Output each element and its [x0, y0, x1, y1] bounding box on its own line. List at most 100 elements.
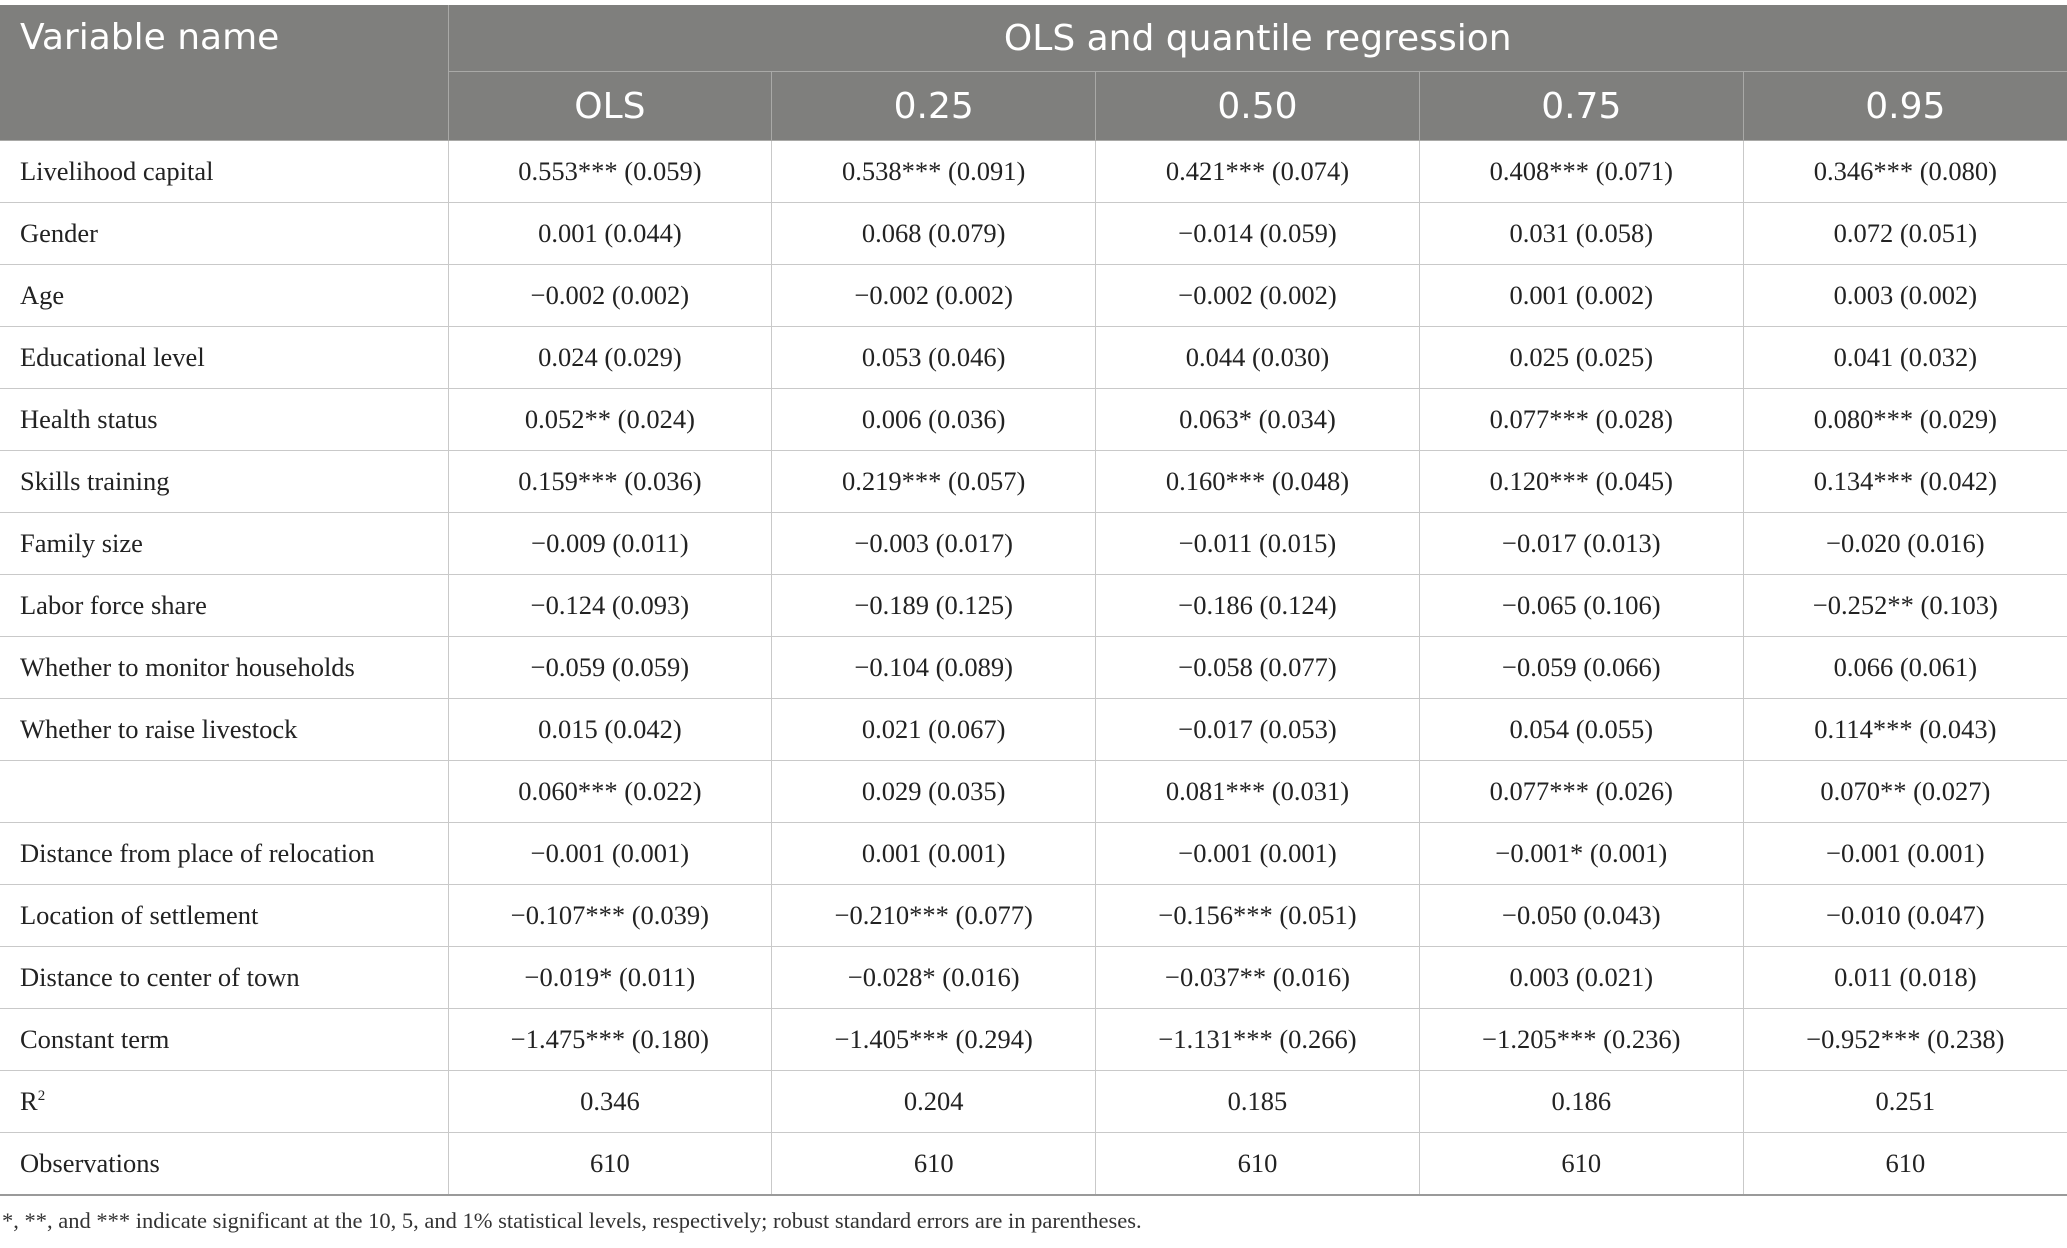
value-cell: 0.060*** (0.022): [448, 760, 773, 823]
column-header-ols: OLS: [448, 71, 773, 141]
variable-name: Constant term: [20, 1024, 170, 1054]
table-row: Skills training 0.159*** (0.036) 0.219*** …: [0, 450, 2067, 513]
variable-name-cell: Labor force share: [0, 574, 449, 637]
variable-name-cell: Gender: [0, 202, 449, 265]
table-row: Observations 610 610 610 610 610: [0, 1132, 2067, 1196]
value-cell: 0.003 (0.021): [1419, 946, 1744, 1009]
value-cell: −0.002 (0.002): [1095, 264, 1420, 327]
table-row: R2 0.346 0.204 0.185 0.186 0.251: [0, 1070, 2067, 1133]
table-row: Health status 0.052** (0.024) 0.006 (0.036…: [0, 388, 2067, 451]
table-row: Gender 0.001 (0.044) 0.068 (0.079) −0.014 (…: [0, 202, 2067, 265]
variable-name-cell: Health status: [0, 388, 449, 451]
variable-name-cell: Distance to center of town: [0, 946, 449, 1009]
value-cell: −0.037** (0.016): [1095, 946, 1420, 1009]
value-cell: −1.475*** (0.180): [448, 1008, 773, 1071]
table-row: Livelihood capital 0.553*** (0.059) 0.538*…: [0, 140, 2067, 203]
variable-name: Labor force share: [20, 590, 207, 620]
value-cell: 0.070** (0.027): [1743, 760, 2067, 823]
value-cell: 0.080*** (0.029): [1743, 388, 2067, 451]
value-cell: 0.001 (0.001): [771, 822, 1097, 885]
table-row: Labor force share −0.124 (0.093) −0.189 (0…: [0, 574, 2067, 637]
column-header-q050: 0.50: [1095, 71, 1420, 141]
table-footnote: *, **, and *** indicate significant at t…: [2, 1208, 1142, 1233]
variable-name-cell: Distance from place of relocation: [0, 822, 449, 885]
variable-name: Distance from place of relocation: [20, 838, 375, 868]
column-header-q075: 0.75: [1419, 71, 1744, 141]
column-header-q025: 0.25: [771, 71, 1097, 141]
value-cell: 0.077*** (0.028): [1419, 388, 1744, 451]
variable-name: Age: [20, 280, 65, 310]
header-row-group: Variable name OLS and quantile regressio…: [0, 5, 2067, 141]
group-header: OLS and quantile regression: [448, 5, 2067, 72]
value-cell: 0.072 (0.051): [1743, 202, 2067, 265]
value-cell: −0.050 (0.043): [1419, 884, 1744, 947]
variable-name: Whether to raise livestock: [20, 714, 298, 744]
value-cell: 0.029 (0.035): [771, 760, 1097, 823]
value-cell: 0.134*** (0.042): [1743, 450, 2067, 513]
variable-name: Observations: [20, 1148, 160, 1178]
value-cell: 0.044 (0.030): [1095, 326, 1420, 389]
value-cell: 0.003 (0.002): [1743, 264, 2067, 327]
value-cell: 0.053 (0.046): [771, 326, 1097, 389]
value-cell: 610: [1743, 1132, 2067, 1196]
value-cell: −0.186 (0.124): [1095, 574, 1420, 637]
variable-name-cell: Age: [0, 264, 449, 327]
value-cell: 0.408*** (0.071): [1419, 140, 1744, 203]
value-cell: −0.001 (0.001): [448, 822, 773, 885]
table-row: Family size −0.009 (0.011) −0.003 (0.017) −…: [0, 512, 2067, 575]
value-cell: 0.159*** (0.036): [448, 450, 773, 513]
value-cell: 0.001 (0.044): [448, 202, 773, 265]
value-cell: 0.054 (0.055): [1419, 698, 1744, 761]
value-cell: −0.017 (0.053): [1095, 698, 1420, 761]
variable-name: R: [20, 1086, 38, 1116]
value-cell: 0.066 (0.061): [1743, 636, 2067, 699]
value-cell: 0.081*** (0.031): [1095, 760, 1420, 823]
table-row: Distance from place of relocation −0.001 …: [0, 822, 2067, 885]
value-cell: −0.124 (0.093): [448, 574, 773, 637]
value-cell: 0.186: [1419, 1070, 1744, 1133]
value-cell: 0.024 (0.029): [448, 326, 773, 389]
table-body: Livelihood capital 0.553*** (0.059) 0.538*…: [0, 140, 2067, 1196]
value-cell: −0.065 (0.106): [1419, 574, 1744, 637]
value-cell: 0.068 (0.079): [771, 202, 1097, 265]
value-cell: 0.185: [1095, 1070, 1420, 1133]
table-row: Educational level 0.024 (0.029) 0.053 (0.0…: [0, 326, 2067, 389]
table-row: Location of settlement −0.107*** (0.039) −…: [0, 884, 2067, 947]
value-cell: 0.052** (0.024): [448, 388, 773, 451]
value-cell: −0.058 (0.077): [1095, 636, 1420, 699]
value-cell: 0.114*** (0.043): [1743, 698, 2067, 761]
value-cell: −1.405*** (0.294): [771, 1008, 1097, 1071]
value-cell: 0.006 (0.036): [771, 388, 1097, 451]
value-cell: −0.210*** (0.077): [771, 884, 1097, 947]
value-cell: 610: [771, 1132, 1097, 1196]
value-cell: −0.952*** (0.238): [1743, 1008, 2067, 1071]
variable-name: Educational level: [20, 342, 205, 372]
variable-name: Livelihood capital: [20, 156, 214, 186]
variable-name-cell: [0, 760, 449, 823]
value-cell: 0.063* (0.034): [1095, 388, 1420, 451]
variable-name-cell: Whether to raise livestock: [0, 698, 449, 761]
value-cell: 0.421*** (0.074): [1095, 140, 1420, 203]
variable-name: Family size: [20, 528, 143, 558]
variable-name: Location of settlement: [20, 900, 259, 930]
variable-name-cell: Whether to monitor households: [0, 636, 449, 699]
variable-name-cell: R2: [0, 1070, 449, 1133]
value-cell: 0.031 (0.058): [1419, 202, 1744, 265]
value-cell: −0.189 (0.125): [771, 574, 1097, 637]
value-cell: 0.011 (0.018): [1743, 946, 2067, 1009]
table-row: Whether to raise livestock 0.015 (0.042) 0…: [0, 698, 2067, 761]
table-row: Whether to monitor households −0.059 (0.0…: [0, 636, 2067, 699]
header-row-columns: OLS 0.25 0.50 0.75 0.95: [0, 71, 2067, 141]
variable-name: Distance to center of town: [20, 962, 300, 992]
value-cell: 0.346*** (0.080): [1743, 140, 2067, 203]
variable-name-cell: Family size: [0, 512, 449, 575]
value-cell: 0.219*** (0.057): [771, 450, 1097, 513]
variable-name-cell: Location of settlement: [0, 884, 449, 947]
column-header-q095: 0.95: [1743, 71, 2067, 141]
value-cell: 0.001 (0.002): [1419, 264, 1744, 327]
value-cell: −1.131*** (0.266): [1095, 1008, 1420, 1071]
value-cell: 0.346: [448, 1070, 773, 1133]
value-cell: −0.107*** (0.039): [448, 884, 773, 947]
value-cell: 610: [1095, 1132, 1420, 1196]
value-cell: 0.015 (0.042): [448, 698, 773, 761]
